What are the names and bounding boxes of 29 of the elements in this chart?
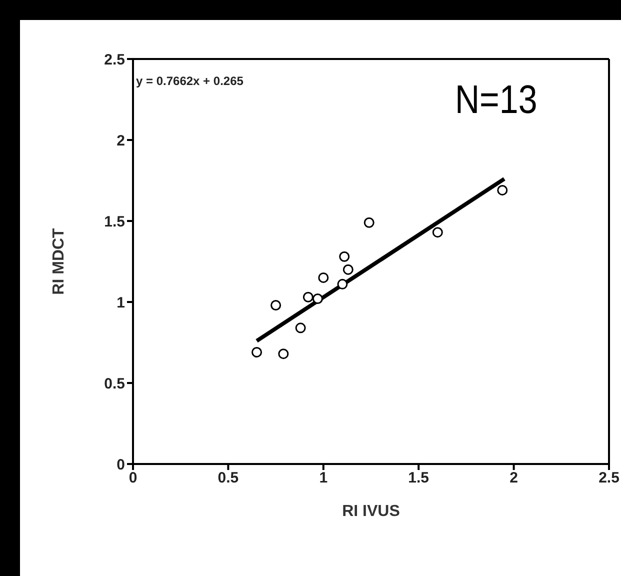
point bbox=[432, 227, 443, 238]
y-axis-title: RI MDCT bbox=[50, 228, 68, 295]
annotation: N=13 bbox=[455, 78, 538, 123]
x-tick-label: 0 bbox=[128, 470, 138, 487]
y-tick-label: 0 bbox=[116, 456, 125, 474]
x-tick-label: 2 bbox=[510, 470, 518, 487]
point bbox=[337, 278, 348, 290]
point bbox=[270, 300, 282, 310]
y-tick-label: 2 bbox=[116, 132, 125, 150]
y-tick-label: 0.5 bbox=[104, 375, 125, 392]
x-tick-label: 0.5 bbox=[218, 470, 239, 487]
x-tick-label: 1 bbox=[319, 470, 328, 487]
y-tick-label: 2.5 bbox=[104, 51, 125, 68]
point bbox=[364, 217, 374, 228]
point bbox=[252, 346, 262, 358]
point bbox=[278, 348, 289, 360]
annotation: y = 0.7662x + 0.265 bbox=[136, 74, 244, 88]
point bbox=[342, 264, 354, 275]
x-tick-label: 2.5 bbox=[598, 470, 620, 487]
point bbox=[339, 251, 350, 262]
x-axis-title: RI IVUS bbox=[342, 503, 400, 520]
point bbox=[302, 292, 314, 302]
point bbox=[497, 184, 508, 196]
point bbox=[312, 294, 323, 304]
point bbox=[295, 322, 306, 334]
x-tick-label: 1.5 bbox=[408, 470, 430, 487]
y-tick-label: 1 bbox=[116, 294, 125, 312]
point bbox=[318, 272, 329, 283]
y-tick-label: 1.5 bbox=[104, 213, 125, 230]
